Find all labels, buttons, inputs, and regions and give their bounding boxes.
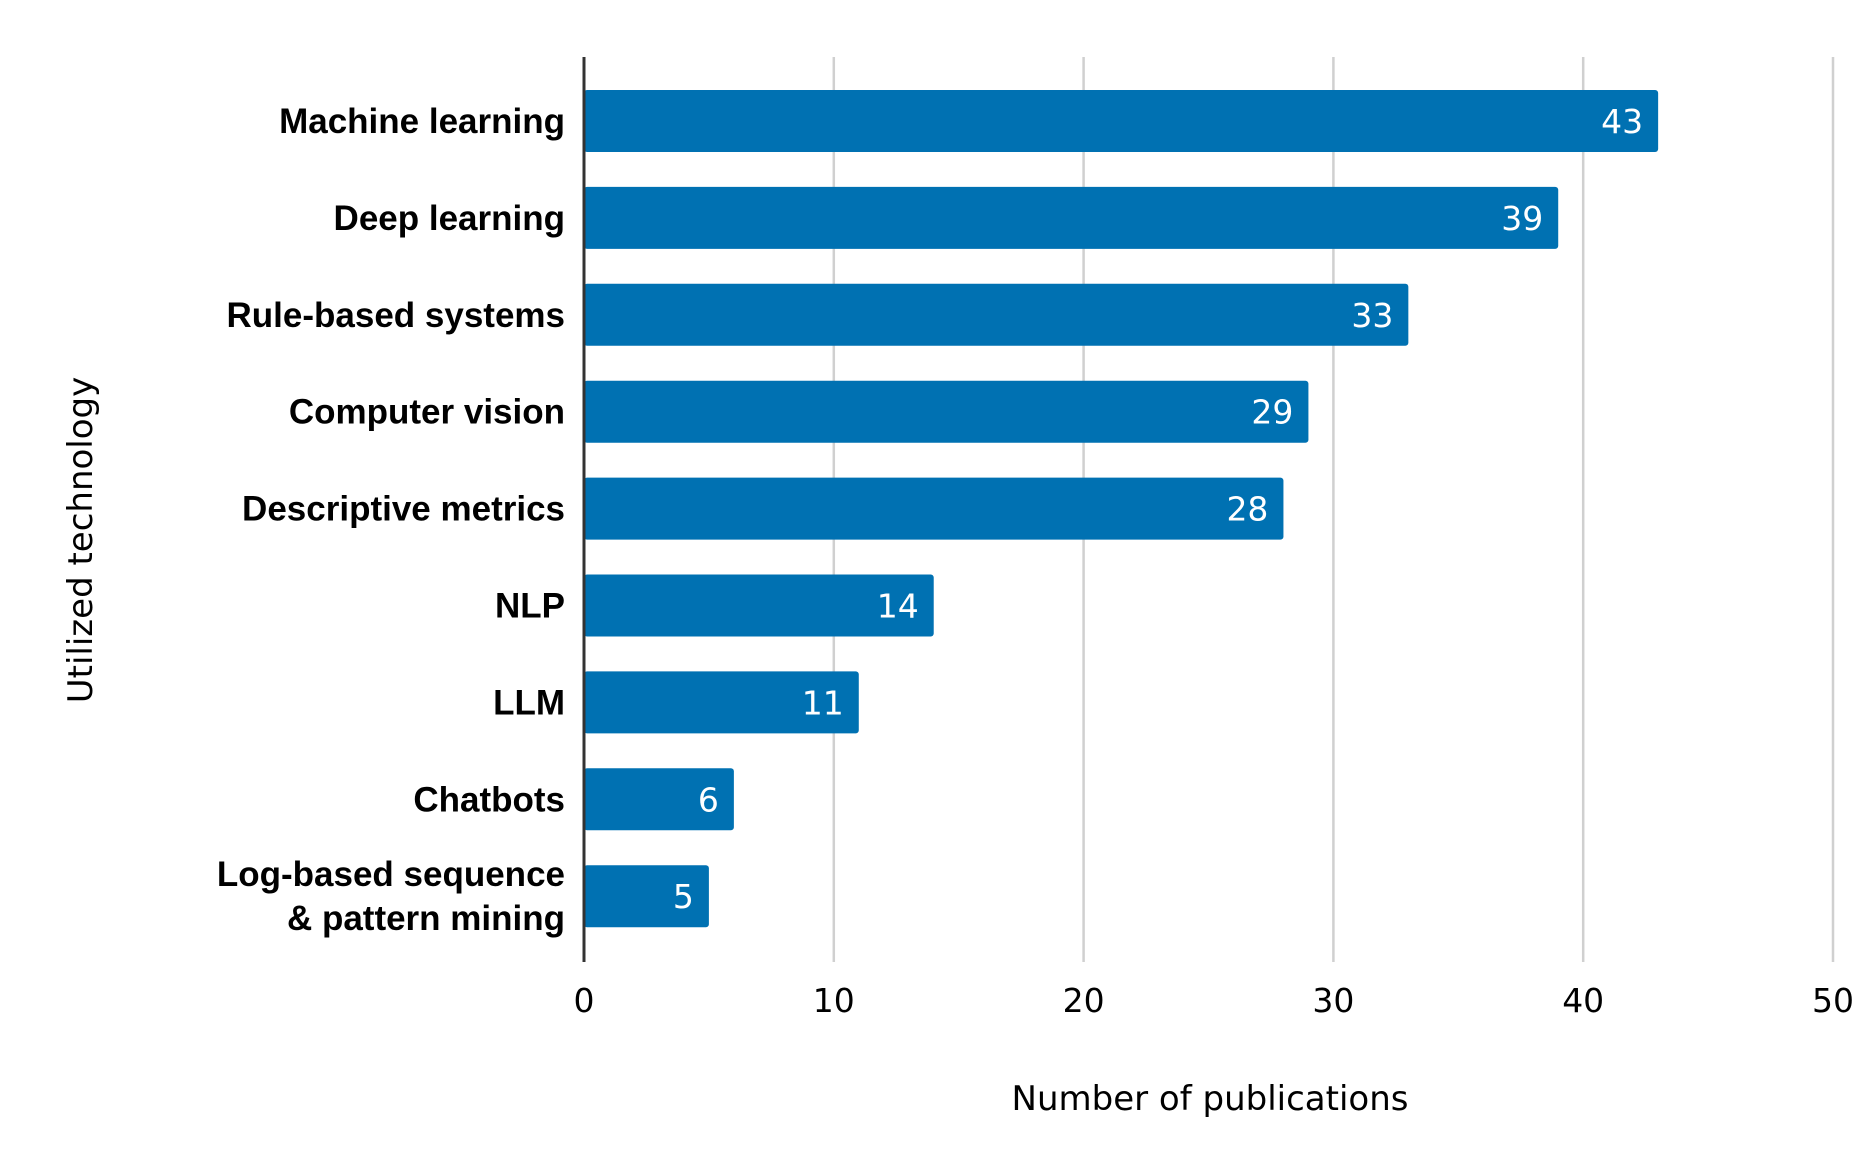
x-tick-label: 50 [1812,981,1854,1020]
bar [584,90,1659,152]
bars [584,90,1659,928]
data-label: 43 [1601,102,1643,141]
x-tick-label: 40 [1562,981,1604,1020]
x-tick-label: 10 [813,981,855,1020]
value-labels: 43 39 33 29 28 14 11 6 5 [673,102,1643,916]
x-tick-labels: 0 10 20 30 40 50 [574,981,1855,1020]
category-label: Log-based sequence & pattern mining [217,855,565,938]
x-axis-title: Number of publications [1012,1079,1409,1119]
category-label: Rule-based systems [227,296,565,335]
bar [584,768,734,831]
bar [584,574,934,637]
category-label: LLM [493,683,565,722]
y-axis-title: Utilized technology [61,377,101,704]
bar [584,186,1559,249]
data-label: 11 [802,683,844,722]
data-label: 14 [877,587,919,626]
bar [584,477,1284,540]
x-tick-label: 20 [1063,981,1105,1020]
category-label: Computer vision [289,393,565,432]
x-tick-label: 0 [574,981,595,1020]
data-label: 28 [1226,490,1268,529]
data-label: 39 [1501,199,1543,238]
bar [584,671,859,734]
category-label: Descriptive metrics [242,490,565,529]
data-label: 29 [1251,393,1293,432]
category-label: Deep learning [334,199,565,238]
category-label-line: Log-based sequence [217,855,565,894]
bar [584,283,1409,346]
category-labels: Machine learning Deep learning Rule-based … [217,102,565,938]
data-label: 5 [673,877,694,916]
bar [584,380,1309,443]
category-label: NLP [495,587,565,626]
data-label: 33 [1351,296,1393,335]
x-tick-label: 30 [1312,981,1354,1020]
category-label: Chatbots [413,780,565,819]
category-label-line: & pattern mining [287,899,565,938]
bar [584,865,709,928]
category-label: Machine learning [279,102,565,141]
data-label: 6 [698,780,719,819]
